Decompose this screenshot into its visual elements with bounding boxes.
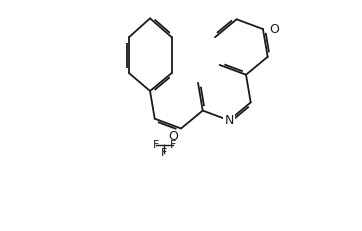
Text: O: O — [269, 23, 279, 36]
Text: F: F — [161, 148, 168, 158]
Text: F: F — [153, 140, 159, 150]
Text: F: F — [169, 140, 176, 150]
Text: N: N — [224, 114, 234, 127]
Text: O: O — [168, 130, 178, 143]
